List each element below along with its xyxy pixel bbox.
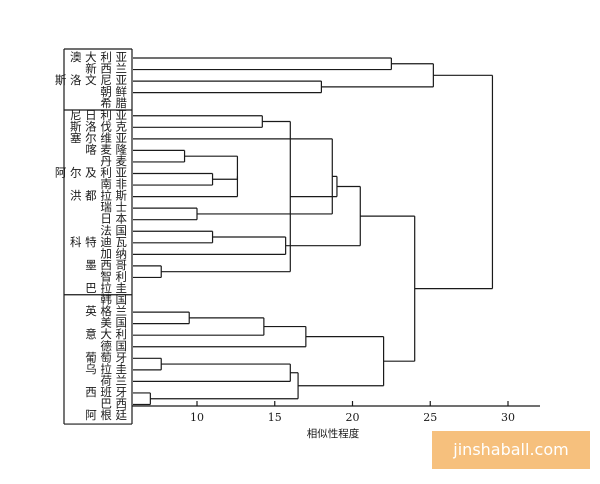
- leaf-label: 斯 洛 伐 克: [70, 119, 127, 133]
- leaf-label: 意 大 利: [85, 327, 127, 341]
- leaf-label: 瑞 士: [100, 200, 127, 214]
- x-axis-tick-label: 25: [423, 411, 437, 424]
- leaf-label: 南 非: [100, 177, 127, 191]
- leaf-label: 智 利: [100, 269, 127, 283]
- x-axis-title: 相似性程度: [307, 427, 360, 440]
- x-axis-tick-label: 30: [501, 411, 515, 424]
- leaf-label: 丹 麦: [100, 154, 127, 168]
- leaf-label: 韩 国: [100, 293, 127, 307]
- leaf-label: 阿 根 廷: [85, 408, 127, 422]
- leaf-label: 阿 尔 及 利 亚: [55, 166, 127, 180]
- leaf-label: 澳 大 利 亚: [70, 50, 127, 64]
- x-axis-tick-label: 10: [190, 411, 204, 424]
- leaf-label: 英 格 兰: [85, 304, 127, 318]
- leaf-label: 洪 都 拉 斯: [70, 189, 127, 203]
- leaf-label: 巴 拉 圭: [85, 281, 127, 295]
- leaf-label: 墨 西 哥: [85, 258, 127, 272]
- leaf-label: 斯 洛 文 尼 亚: [55, 73, 127, 87]
- leaf-label: 德 国: [100, 339, 127, 353]
- leaf-label: 美 国: [100, 316, 127, 330]
- x-axis-tick-label: 15: [268, 411, 282, 424]
- leaf-label: 乌 拉 圭: [85, 362, 127, 376]
- leaf-label: 新 西 兰: [85, 62, 127, 76]
- watermark: jinshaball.com: [432, 431, 590, 469]
- x-axis-tick-label: 20: [346, 411, 360, 424]
- leaf-label: 葡 萄 牙: [85, 350, 127, 364]
- leaf-label: 荷 兰: [100, 373, 127, 387]
- leaf-label: 尼 日 利 亚: [70, 108, 127, 122]
- leaf-label: 加 纳: [100, 246, 127, 260]
- leaf-label: 希 腊: [100, 96, 127, 110]
- leaf-label: 法 国: [100, 223, 127, 237]
- leaf-label: 日 本: [100, 212, 127, 226]
- leaf-label: 科 特 迪 瓦: [70, 235, 127, 249]
- leaf-label: 喀 麦 隆: [85, 142, 127, 156]
- leaf-label: 巴 西: [100, 397, 127, 411]
- leaf-label: 西 班 牙: [85, 385, 127, 399]
- leaf-label: 塞 尔 维 亚: [70, 131, 127, 145]
- leaf-label: 朝 鲜: [100, 85, 127, 99]
